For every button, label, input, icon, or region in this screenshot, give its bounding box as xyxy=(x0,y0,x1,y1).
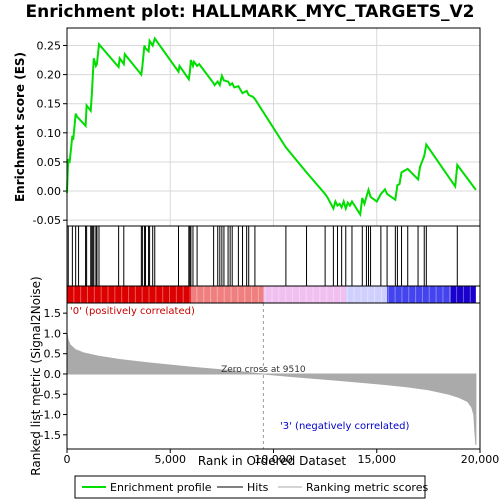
es-y-axis-label: Enrichment score (ES) xyxy=(13,52,27,202)
metric-y-tick-label: 0.0 xyxy=(44,368,62,381)
enrichment-profile-line xyxy=(66,36,477,218)
metric-y-tick-label: -0.5 xyxy=(40,388,61,401)
metric-y-tick-label: 1.5 xyxy=(44,307,62,320)
ranking-color-bar xyxy=(66,286,476,303)
metric-y-tick-label: 0.5 xyxy=(44,348,62,361)
legend: Enrichment profile Hits Ranking metric s… xyxy=(74,475,428,499)
es-y-tick-label: 0.20 xyxy=(37,69,62,82)
legend-label-ranking-metric: Ranking metric scores xyxy=(306,481,428,494)
hit-markers xyxy=(67,226,458,286)
positive-correlation-label: '0' (positively correlated) xyxy=(70,306,195,317)
es-gridlines xyxy=(67,28,480,226)
es-y-axis-ticks: -0.05 0.00 0.05 0.10 0.15 0.20 0.25 xyxy=(33,39,67,227)
chart-title: Enrichment plot: HALLMARK_MYC_TARGETS_V2 xyxy=(26,2,475,22)
es-y-tick-label: 0.00 xyxy=(37,185,62,198)
legend-label-hits: Hits xyxy=(247,481,269,494)
es-y-tick-label: 0.25 xyxy=(37,39,62,52)
metric-x-axis-ticks: 0 5,000 10,000 15,000 20,000 xyxy=(64,449,500,466)
metric-panel-frame xyxy=(66,302,481,450)
metric-y-tick-label: -1.5 xyxy=(40,429,61,442)
hits-panel xyxy=(66,225,481,287)
metric-y-axis-label: Ranked list metric (Signal2Noise) xyxy=(29,276,43,475)
zero-cross-label: Zero cross at 9510 xyxy=(221,365,306,375)
es-y-tick-label: 0.15 xyxy=(37,98,62,111)
negative-correlation-label: '3' (negatively correlated) xyxy=(280,421,409,432)
es-y-tick-label: 0.10 xyxy=(37,127,62,140)
legend-box xyxy=(74,475,426,499)
metric-y-tick-label: -1.0 xyxy=(40,409,61,422)
metric-x-tick-label: 20,000 xyxy=(461,453,500,466)
metric-y-axis-ticks: -1.5 -1.0 -0.5 0.0 0.5 1.0 1.5 xyxy=(40,307,67,442)
metric-x-axis-label: Rank in Ordered Dataset xyxy=(198,454,346,468)
metric-x-tick-label: 0 xyxy=(64,453,71,466)
metric-x-tick-label: 5,000 xyxy=(155,453,187,466)
metric-panel: -1.5 -1.0 -0.5 0.0 0.5 1.0 1.5 0 5,000 10,000 15,… xyxy=(29,276,499,475)
es-y-tick-label: 0.05 xyxy=(37,156,62,169)
legend-label-enrichment-profile: Enrichment profile xyxy=(110,481,212,494)
metric-y-tick-label: 1.0 xyxy=(44,327,62,340)
es-y-tick-label: -0.05 xyxy=(33,214,61,227)
ranking-bar-panel xyxy=(66,285,481,304)
es-panel: -0.05 0.00 0.05 0.10 0.15 0.20 0.25 Enrichment… xyxy=(13,27,481,227)
metric-x-tick-label: 15,000 xyxy=(358,453,397,466)
ranking-bar-fill xyxy=(67,286,476,303)
ranked-metric-area xyxy=(66,332,477,445)
metric-x-tick-label: 10,000 xyxy=(254,453,293,466)
